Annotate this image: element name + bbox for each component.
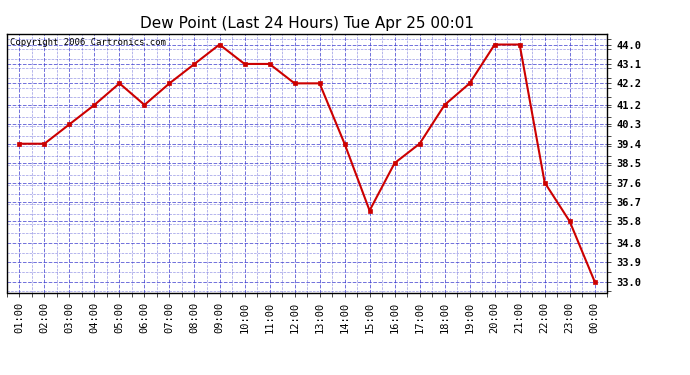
Text: Copyright 2006 Cartronics.com: Copyright 2006 Cartronics.com xyxy=(10,38,166,46)
Title: Dew Point (Last 24 Hours) Tue Apr 25 00:01: Dew Point (Last 24 Hours) Tue Apr 25 00:… xyxy=(140,16,474,31)
